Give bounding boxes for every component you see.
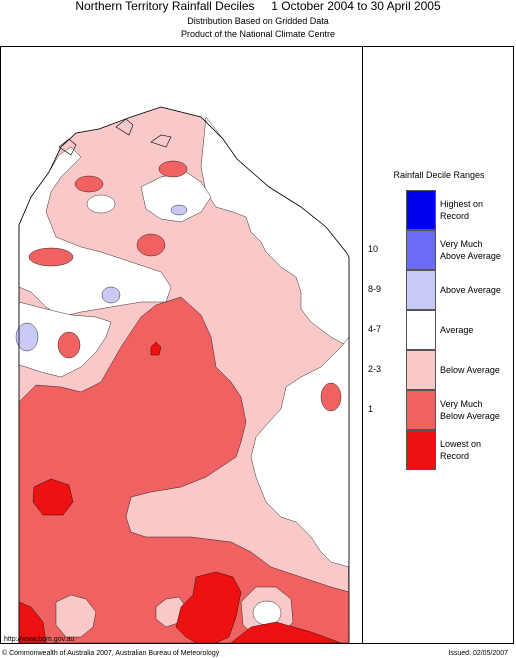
legend-decile-range: 4-7 [368,324,382,334]
legend-label-line-2: Record [440,451,470,461]
legend-label-text: Very Much Above Average [440,238,501,262]
legend-label-line-1: Very Much [440,399,483,409]
region-lowest-centre [150,341,162,356]
legend-item: 10 Very Much Above Average [368,230,508,270]
region-below-average-sw-island [55,594,97,638]
legend-label-text: Very Much Below Average [440,398,500,422]
legend-label: Lowest on Record [440,430,512,470]
legend-label-line-1: Highest on [440,199,484,209]
region-above-average-west [15,322,39,352]
legend-label-line-1: Very Much [440,239,483,249]
copyright-notice: © Commonwealth of Australia 2007, Austra… [2,650,220,657]
legend-label: Above Average [440,270,512,310]
legend-label-line-1: Above Average [440,285,501,295]
legend-divider [362,46,363,644]
legend-label-line-2: Below Average [440,411,500,421]
region-vmb-arnhem [158,160,188,178]
legend-label: Average [440,310,512,350]
legend-decile-range: 10 [368,244,379,254]
legend-label: Very Much Above Average [440,230,512,270]
map-title: Northern Territory Rainfall Deciles 1 Oc… [75,0,441,13]
legend-label-text: Lowest on Record [440,438,481,462]
legend-label-text: Average [440,324,473,336]
legend-label: Very Much Below Average [440,390,512,430]
region-above-average-north [170,204,188,216]
legend-decile-range: 2-3 [368,364,382,374]
legend-label-text: Highest on Record [440,198,483,222]
legend-label: Below Average [440,350,512,390]
region-lowest-west [32,478,74,516]
region-lowest-southeast [230,621,342,643]
region-above-average-nc [101,286,121,304]
map-subtitle-method: Distribution Based on Gridded Data [187,16,329,26]
map-frame [0,46,514,644]
region-vmb-north-coast [74,175,104,193]
legend-color-swatch [406,430,436,470]
legend-label-line-1: Lowest on [440,439,482,449]
legend-color-swatch [406,230,436,270]
legend-decile-range: 1 [368,404,374,414]
region-vmb-north [136,233,166,257]
legend-label-line-1: Average [440,325,474,335]
map-subtitle-producer: Product of the National Climate Centre [180,29,336,39]
region-average-pocket [86,194,116,214]
coastline [18,106,350,258]
region-lowest-south [175,571,242,643]
legend-label-text: Above Average [440,284,501,296]
legend-item: 1 Very Much Below Average [368,390,508,430]
legend-decile-range: 8-9 [368,284,382,294]
region-vmb-w-mid [57,331,81,359]
legend-label-line-2: Record [440,211,470,221]
legend-color-swatch [406,190,436,230]
legend-item: 8-9 Above Average [368,270,508,310]
legend-label-line-2: Above Average [440,251,501,261]
islands-outline [58,118,172,156]
rainfall-decile-map [1,47,362,643]
issued-date: Issued: 02/05/2007 [448,650,508,657]
territory-border [18,225,350,643]
legend-color-swatch [406,390,436,430]
legend-label: Highest on Record [440,190,512,230]
legend-label-line-1: Below Average [440,365,500,375]
legend-label-text: Below Average [440,364,500,376]
legend-item: Highest on Record [368,190,508,230]
legend-title: Rainfall Decile Ranges [393,170,485,180]
legend-item: 2-3 Below Average [368,350,508,390]
region-very-much-below-average [18,296,350,643]
legend-item: 4-7 Average [368,310,508,350]
source-url[interactable]: http://www.bom.gov.au [4,636,75,643]
legend-color-swatch [406,310,436,350]
region-vmb-east [320,382,342,412]
region-vmb-nw-island [28,247,74,267]
legend-item: Lowest on Record [368,430,508,470]
legend-color-swatch [406,270,436,310]
region-average-se-ring-centre [252,600,282,626]
legend-color-swatch [406,350,436,390]
